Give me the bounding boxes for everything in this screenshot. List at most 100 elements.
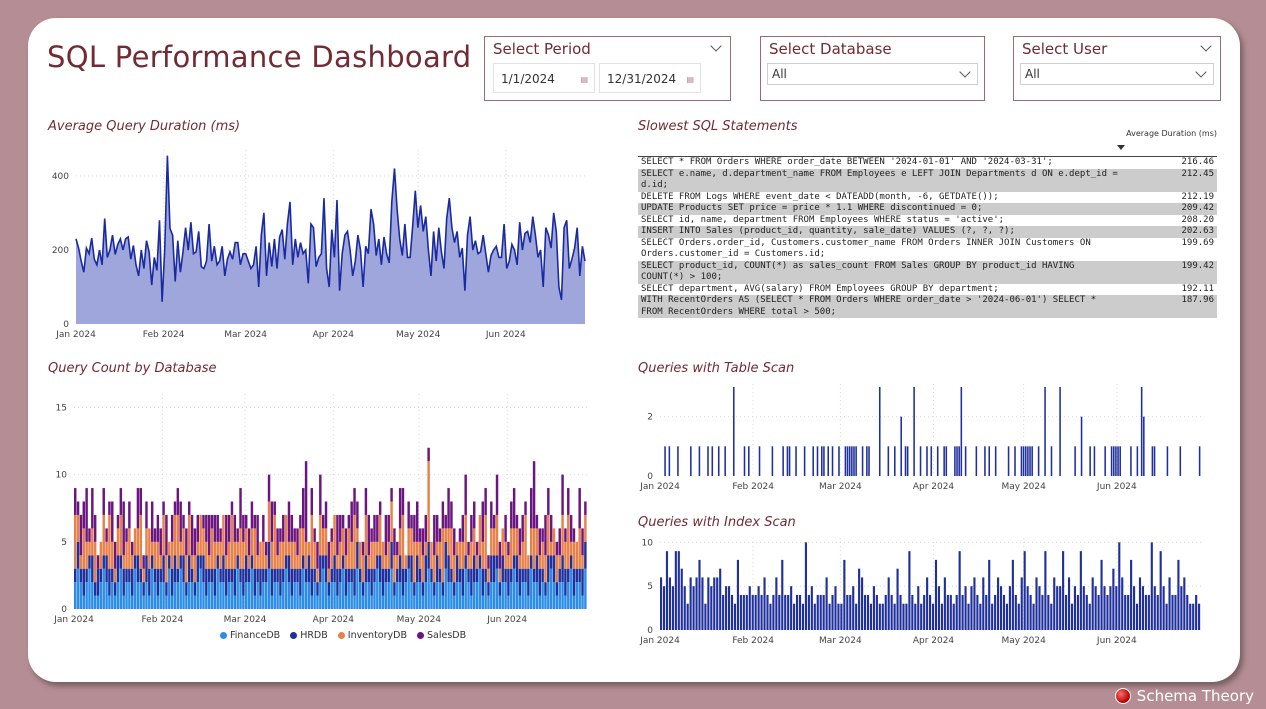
bar-segment-hrdb <box>202 555 205 583</box>
bar-segment-salesdb <box>316 541 319 569</box>
table-row[interactable]: SELECT e.name, d.department_name FROM Em… <box>638 168 1217 192</box>
scan-bar <box>936 446 939 476</box>
bar-segment-hrdb <box>367 568 370 583</box>
bar-segment-financedb <box>547 582 550 610</box>
bar-segment-salesdb <box>122 501 125 556</box>
database-slicer[interactable]: Select Database All <box>760 36 985 101</box>
bar-segment-financedb <box>507 595 510 609</box>
table-row[interactable]: DELETE FROM Logs WHERE event_date < DATE… <box>638 192 1217 204</box>
bar-segment-salesdb <box>353 488 356 515</box>
slowest-sql-table[interactable]: Average Duration (ms) SELECT * FROM Orde… <box>638 128 1217 318</box>
bar-segment-salesdb <box>441 501 445 529</box>
bar-segment-inventorydb <box>561 514 564 556</box>
start-date-input[interactable]: 1/1/2024 ▤ <box>493 63 595 93</box>
scan-bar <box>1159 551 1162 630</box>
bar-segment-inventorydb <box>418 541 422 569</box>
bar-segment-salesdb <box>504 514 507 542</box>
bar-segment-financedb <box>185 595 188 609</box>
table-row[interactable]: SELECT * FROM Orders WHERE order_date BE… <box>638 157 1217 169</box>
bar-segment-hrdb <box>376 555 379 569</box>
bar-segment-inventorydb <box>128 528 131 569</box>
bar-segment-hrdb <box>467 568 470 583</box>
bar-segment-inventorydb <box>287 541 291 556</box>
bar-segment-salesdb <box>378 501 382 515</box>
x-tick-label: May 2024 <box>397 615 442 625</box>
scan-bar <box>946 594 949 630</box>
bar-segment-inventorydb <box>356 528 359 542</box>
bar-segment-inventorydb <box>544 555 547 583</box>
bar-segment-inventorydb <box>222 514 225 556</box>
bar-segment-salesdb <box>182 514 185 529</box>
scan-bar <box>900 416 902 476</box>
x-tick-label: May 2024 <box>1001 482 1046 492</box>
bar-segment-financedb <box>575 582 579 610</box>
bar-segment-hrdb <box>518 568 522 596</box>
legend-item-salesdb[interactable]: SalesDB <box>416 630 466 641</box>
bar-segment-financedb <box>581 595 584 609</box>
sql-statement: SELECT * FROM Orders WHERE order_date BE… <box>641 157 1053 167</box>
database-dropdown[interactable]: All <box>767 63 978 85</box>
scan-bar <box>1115 586 1118 630</box>
bar-segment-salesdb <box>250 501 254 529</box>
bar-segment-financedb <box>193 595 197 609</box>
bar-segment-salesdb <box>438 528 442 542</box>
scan-bar <box>793 603 796 630</box>
legend-item-hrdb[interactable]: HRDB <box>290 630 328 641</box>
bar-segment-salesdb <box>276 528 279 556</box>
legend-item-financedb[interactable]: FinanceDB <box>220 630 280 641</box>
bar-segment-inventorydb <box>555 555 559 583</box>
sort-desc-icon[interactable] <box>1117 145 1125 150</box>
table-row[interactable]: SELECT product_id, COUNT(*) as sales_cou… <box>638 260 1217 284</box>
bar-segment-salesdb <box>264 541 268 556</box>
end-date-input[interactable]: 12/31/2024 ▤ <box>599 63 701 93</box>
table-row[interactable]: INSERT INTO Sales (product_id, quantity,… <box>638 226 1217 238</box>
y-tick-label: 200 <box>52 246 69 256</box>
bar-segment-salesdb <box>299 514 302 529</box>
scan-bar <box>988 446 991 476</box>
scan-bar <box>1047 594 1050 630</box>
bar-segment-inventorydb <box>455 541 459 556</box>
bar-segment-financedb <box>569 568 573 609</box>
bar-segment-inventorydb <box>185 555 188 583</box>
duration-column-header[interactable]: Average Duration (ms) <box>638 128 1217 156</box>
x-tick-label: Apr 2024 <box>313 615 355 625</box>
scan-bar <box>739 594 742 630</box>
x-tick-label: Jun 2024 <box>1096 636 1137 646</box>
y-tick-label: 0 <box>647 472 653 482</box>
scan-bar <box>905 603 908 630</box>
bar-segment-salesdb <box>487 555 490 569</box>
brand-mark: Schema Theory <box>1114 687 1254 705</box>
bar-segment-financedb <box>524 582 527 610</box>
scan-bar <box>908 551 911 630</box>
bar-segment-financedb <box>205 595 208 609</box>
calendar-icon[interactable]: ▤ <box>686 75 694 84</box>
bar-segment-hrdb <box>512 555 516 569</box>
bar-segment-financedb <box>538 595 541 609</box>
bar-segment-inventorydb <box>575 541 579 569</box>
x-tick-label: Feb 2024 <box>141 615 183 625</box>
bar-segment-salesdb <box>210 514 214 529</box>
user-slicer[interactable]: Select User All <box>1013 36 1221 101</box>
table-row[interactable]: WITH RecentOrders AS (SELECT * FROM Orde… <box>638 295 1217 318</box>
scan-bar <box>1074 446 1076 476</box>
period-slicer[interactable]: Select Period 1/1/2024 ▤ 12/31/2024 ▤ <box>484 36 731 101</box>
table-row[interactable]: SELECT Orders.order_id, Customers.custom… <box>638 238 1217 261</box>
scan-bar <box>988 559 991 630</box>
table-row[interactable]: SELECT id, name, department FROM Employe… <box>638 215 1217 227</box>
bar-segment-hrdb <box>219 568 222 583</box>
table-row[interactable]: UPDATE Products SET price = price * 1.1 … <box>638 203 1217 215</box>
user-dropdown[interactable]: All <box>1020 63 1214 85</box>
legend-label: HRDB <box>300 630 328 641</box>
legend-item-inventorydb[interactable]: InventoryDB <box>337 630 407 641</box>
bar-segment-hrdb <box>359 568 362 583</box>
calendar-icon[interactable]: ▤ <box>580 75 588 84</box>
bar-segment-salesdb <box>79 514 83 556</box>
scan-bar <box>1109 586 1112 630</box>
table-row[interactable]: SELECT department, AVG(salary) FROM Empl… <box>638 284 1217 296</box>
scan-bar <box>1121 577 1124 630</box>
bar-segment-financedb <box>558 582 561 610</box>
bar-segment-inventorydb <box>416 541 419 556</box>
bar-segment-salesdb <box>532 461 536 529</box>
bar-segment-inventorydb <box>413 541 416 583</box>
